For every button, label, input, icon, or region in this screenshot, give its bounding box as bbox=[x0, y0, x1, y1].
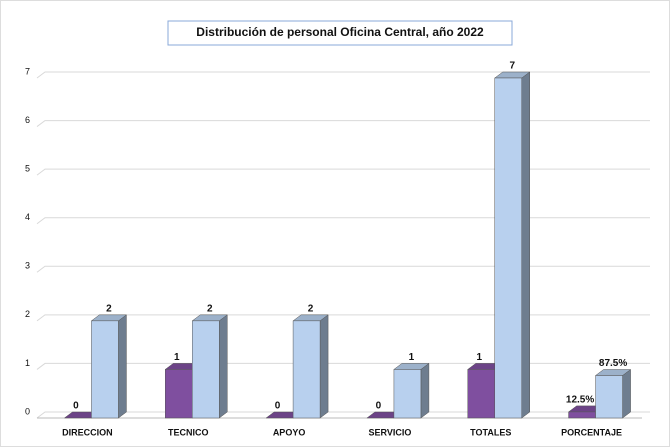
grid-line bbox=[36, 217, 650, 225]
grid-line bbox=[36, 411, 650, 419]
data-label: 1 bbox=[174, 352, 180, 363]
bar bbox=[393, 362, 430, 419]
bar bbox=[494, 71, 531, 419]
grid-line bbox=[36, 314, 650, 322]
bar bbox=[191, 314, 228, 419]
data-label: 0 bbox=[73, 401, 79, 412]
data-label: 1 bbox=[476, 352, 482, 363]
data-label: 87.5% bbox=[599, 358, 627, 369]
bar-face bbox=[319, 314, 329, 419]
bar-face bbox=[118, 314, 127, 419]
x-tick-label: PORCENTAJE bbox=[561, 427, 622, 437]
bar-face bbox=[91, 320, 119, 419]
grid-line bbox=[36, 362, 650, 370]
grid-line bbox=[36, 71, 650, 79]
bar-face bbox=[595, 375, 623, 419]
data-label: 1 bbox=[409, 352, 415, 363]
bar-face bbox=[292, 320, 321, 419]
y-tick-label: 3 bbox=[25, 261, 30, 271]
data-label: 0 bbox=[376, 401, 382, 412]
y-tick-label: 2 bbox=[25, 309, 30, 319]
title-box bbox=[167, 20, 513, 46]
bar-face bbox=[192, 320, 220, 419]
bar-face bbox=[420, 362, 430, 419]
chart-title: Distribución de personal Oficina Central… bbox=[196, 25, 484, 39]
x-tick-label: APOYO bbox=[273, 427, 306, 437]
bar-face bbox=[494, 77, 522, 419]
bar-face bbox=[467, 369, 495, 419]
x-tick-label: TOTALES bbox=[470, 427, 511, 437]
y-tick-label: 5 bbox=[25, 164, 30, 174]
data-label: 2 bbox=[106, 303, 112, 314]
x-tick-label: DIRECCION bbox=[62, 427, 113, 437]
x-tick-label: TECNICO bbox=[168, 427, 209, 437]
data-label: 2 bbox=[207, 303, 213, 314]
bar bbox=[90, 314, 128, 419]
grid-line bbox=[36, 168, 650, 176]
data-label: 2 bbox=[308, 303, 314, 314]
data-label: 7 bbox=[509, 61, 515, 72]
y-tick-label: 7 bbox=[25, 66, 30, 76]
y-tick-label: 1 bbox=[25, 358, 30, 368]
grid-line bbox=[36, 265, 650, 273]
bar-face bbox=[622, 369, 631, 419]
grid-line bbox=[36, 120, 650, 127]
bar-face bbox=[165, 369, 193, 419]
x-tick-label: SERVICIO bbox=[368, 427, 411, 437]
y-tick-label: 6 bbox=[25, 115, 30, 125]
data-label: 12.5% bbox=[566, 395, 594, 406]
bar bbox=[292, 314, 329, 419]
bar bbox=[594, 369, 632, 419]
y-tick-label: 0 bbox=[25, 406, 30, 416]
bar-face bbox=[521, 71, 530, 419]
bar-face bbox=[219, 314, 228, 419]
bar-face bbox=[393, 369, 422, 419]
y-tick-label: 4 bbox=[25, 212, 30, 222]
bar-face bbox=[568, 411, 596, 419]
data-label: 0 bbox=[275, 401, 281, 412]
